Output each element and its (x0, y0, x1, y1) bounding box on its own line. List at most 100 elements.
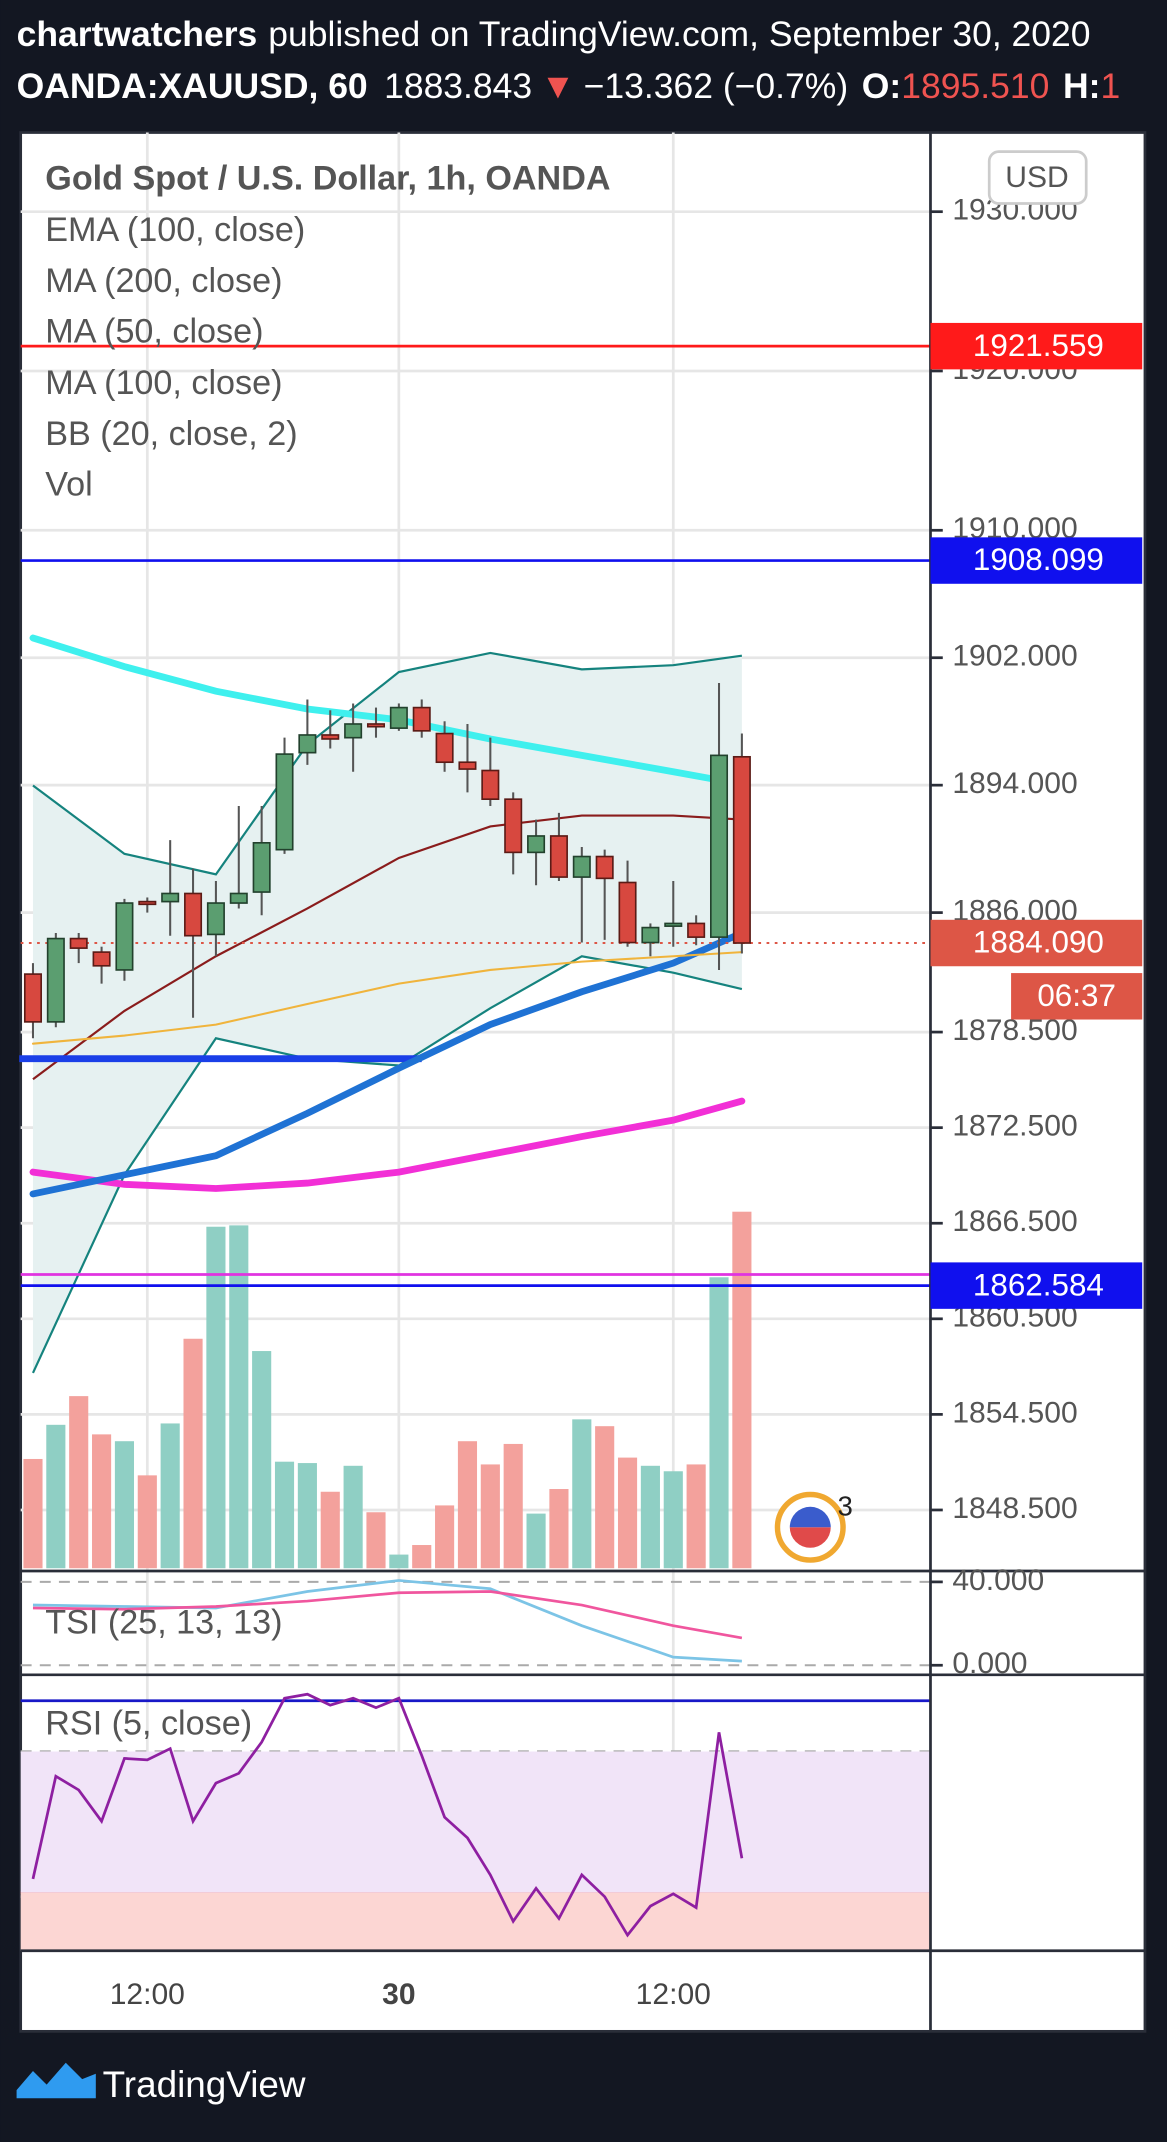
candle-body (641, 926, 660, 944)
candle-body (69, 937, 88, 949)
rsi-band (20, 1751, 931, 1893)
price-tag-label: 1884.090 (973, 925, 1104, 960)
legend-item: BB (20, close, 2) (45, 415, 297, 453)
flag-icon (789, 1527, 831, 1548)
price-tag-label: 1862.584 (973, 1267, 1104, 1302)
volume-bar (114, 1441, 135, 1569)
bb-basis (32, 814, 742, 1081)
candle-body (572, 855, 591, 878)
header-line-2: OANDA:XAUUSD, 60 1883.843 ▼ −13.362 (−0.7%)… (17, 66, 1121, 106)
volume-bar (69, 1396, 89, 1569)
volume-bar (252, 1351, 272, 1569)
volume-bar (389, 1554, 409, 1569)
price-tag (930, 322, 1143, 370)
logo (16, 2062, 96, 2099)
volume-bar (663, 1471, 683, 1569)
volume-bar (686, 1464, 706, 1569)
price-tag (930, 919, 1143, 967)
y-tick-label: 1872.500 (952, 1110, 1077, 1143)
countdown-tag (1011, 973, 1143, 1020)
volume-bar (480, 1464, 500, 1569)
x-tick-label: 12:00 (110, 1978, 185, 2011)
y-tick-label: 1848.500 (952, 1492, 1077, 1525)
candle-body (23, 973, 42, 1023)
volume-bar (206, 1226, 226, 1569)
rsi-band (20, 1892, 931, 1951)
volume-bar (320, 1491, 340, 1569)
event-count: 3 (838, 1490, 853, 1521)
bb-fill (32, 652, 742, 1373)
candle-body (298, 734, 317, 754)
candle-body (664, 922, 683, 927)
volume-bar (732, 1211, 752, 1569)
volume-bar (92, 1434, 112, 1569)
volume-bar (160, 1423, 180, 1569)
tsi-legend: TSI (25, 13, 13) (45, 1603, 282, 1641)
legend-item: MA (100, close) (45, 364, 282, 402)
candle-body (549, 835, 568, 878)
legend-item: MA (50, close) (45, 312, 263, 350)
currency[interactable]: USD (1005, 161, 1068, 194)
volume-bar (503, 1443, 523, 1569)
change-arrow: ▼ (540, 66, 575, 106)
ma-line (31, 951, 743, 1045)
bb-upper (32, 651, 743, 876)
indicator-line (32, 1590, 743, 1640)
price-tag (930, 1262, 1143, 1309)
candle-body (435, 732, 454, 764)
candle-body (344, 723, 363, 739)
candle-body (275, 753, 294, 851)
candle-body (527, 835, 546, 854)
candle-body (184, 892, 203, 937)
logo-mark (16, 2062, 96, 2099)
candle-body (412, 706, 431, 732)
volume-bar (549, 1489, 569, 1569)
legend-title: Gold Spot / U.S. Dollar, 1h, OANDA (45, 159, 610, 197)
x-tick-label: 12:00 (636, 1978, 711, 2011)
volume-bar (595, 1426, 615, 1569)
volume-bar (435, 1505, 455, 1569)
price-tag-label: 1908.099 (973, 542, 1104, 577)
volume-bar (366, 1512, 386, 1569)
volume-bar (229, 1225, 249, 1569)
open-value: 1895.510 (901, 66, 1049, 106)
candle-body (138, 900, 157, 906)
price-tag (930, 537, 1143, 584)
candle-body (458, 761, 477, 770)
y-tick-label: 0.000 (952, 1647, 1027, 1680)
volume-bar (23, 1458, 43, 1569)
candle-body (366, 723, 386, 728)
y-tick-label: 1854.500 (952, 1396, 1077, 1429)
high-label: H: (1063, 66, 1100, 106)
volume-bar (46, 1424, 66, 1569)
ma-line (29, 1097, 746, 1192)
volume-bar (617, 1457, 638, 1569)
high-value: 1 (1100, 66, 1120, 106)
brand: TradingView (103, 2064, 306, 2105)
y-tick-label: 1894.000 (952, 767, 1077, 800)
candle-body (389, 706, 408, 729)
open-label: O: (862, 66, 901, 106)
candle-body (46, 937, 65, 1023)
published: published on TradingView.com, September … (268, 14, 1090, 54)
price-tag-label: 1921.559 (973, 328, 1104, 363)
volume-bar (457, 1441, 478, 1569)
candle-body (732, 755, 751, 944)
countdown: 06:37 (1037, 978, 1116, 1013)
volume-bar (526, 1513, 546, 1569)
candle-body (618, 881, 637, 944)
currency-box[interactable] (987, 150, 1088, 205)
candle-body (92, 951, 111, 967)
ma-line (29, 929, 746, 1198)
volume-bar (274, 1461, 295, 1569)
last-price: 1883.843 (384, 66, 532, 106)
symbol: OANDA:XAUUSD, 60 (17, 66, 368, 106)
y-tick-label: 40.000 (952, 1564, 1044, 1597)
candle-body (229, 892, 248, 904)
volume-bar (137, 1475, 157, 1569)
candle-body (252, 842, 271, 893)
rsi-legend: RSI (5, close) (45, 1704, 252, 1742)
candle-body (115, 902, 134, 971)
volume-bar (183, 1338, 203, 1569)
